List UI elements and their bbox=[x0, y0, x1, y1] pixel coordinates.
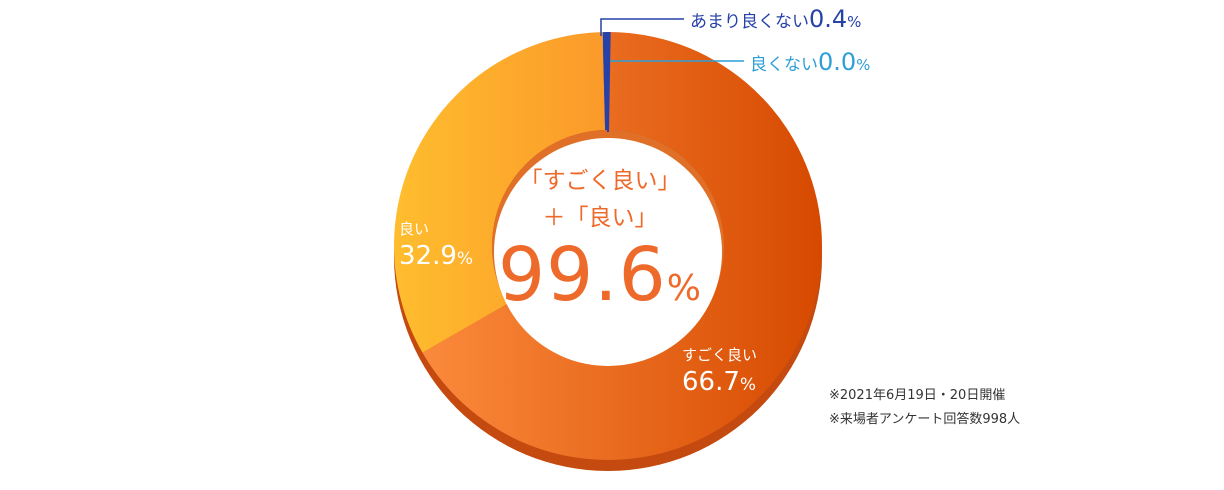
donut-hole bbox=[494, 138, 722, 366]
slice-good bbox=[394, 32, 606, 353]
center-line1: 「すごく良い」 bbox=[519, 168, 681, 194]
label-not-very-good-number: 0.4 bbox=[809, 5, 848, 33]
label-not-very-good-name: あまり良くない bbox=[690, 12, 809, 32]
label-very-good-value: 66.7% bbox=[682, 369, 757, 395]
center-summary: 「すごく良い」 ＋「良い」 99.6% bbox=[470, 168, 730, 313]
slice-not-very-good-bar bbox=[605, 32, 611, 132]
label-very-good-name: すごく良い bbox=[682, 346, 758, 364]
label-not-good-unit: % bbox=[856, 56, 871, 74]
label-not-very-good-unit: % bbox=[847, 13, 862, 31]
label-not-good-number: 0.0 bbox=[818, 48, 857, 76]
center-total: 99.6% bbox=[470, 238, 730, 312]
label-very-good-unit: % bbox=[739, 375, 757, 395]
label-not-good: 良くない0.0% bbox=[750, 50, 870, 74]
callout-line-not-very-good bbox=[600, 18, 684, 36]
center-line2: ＋「良い」 bbox=[542, 205, 658, 231]
footnote-date: ※2021年6月19日・20日開催 bbox=[829, 388, 1006, 403]
label-good-unit: % bbox=[456, 249, 474, 269]
label-good-name: 良い bbox=[399, 220, 430, 238]
label-good-number: 32.9 bbox=[399, 241, 457, 271]
footnotes: ※2021年6月19日・20日開催 ※来場者アンケート回答数998人 bbox=[829, 384, 1020, 432]
footnote-respondents: ※来場者アンケート回答数998人 bbox=[829, 412, 1021, 427]
label-good: 良い 32.9% bbox=[399, 220, 473, 270]
slice-very-good bbox=[422, 32, 823, 460]
label-not-good-name: 良くない bbox=[750, 55, 818, 75]
center-total-unit: % bbox=[666, 268, 702, 309]
label-not-very-good: あまり良くない0.4% bbox=[690, 7, 861, 31]
label-very-good: すごく良い 66.7% bbox=[682, 346, 758, 396]
label-very-good-number: 66.7 bbox=[682, 367, 740, 397]
label-good-value: 32.9% bbox=[399, 243, 473, 269]
center-total-number: 99.6 bbox=[498, 232, 667, 318]
